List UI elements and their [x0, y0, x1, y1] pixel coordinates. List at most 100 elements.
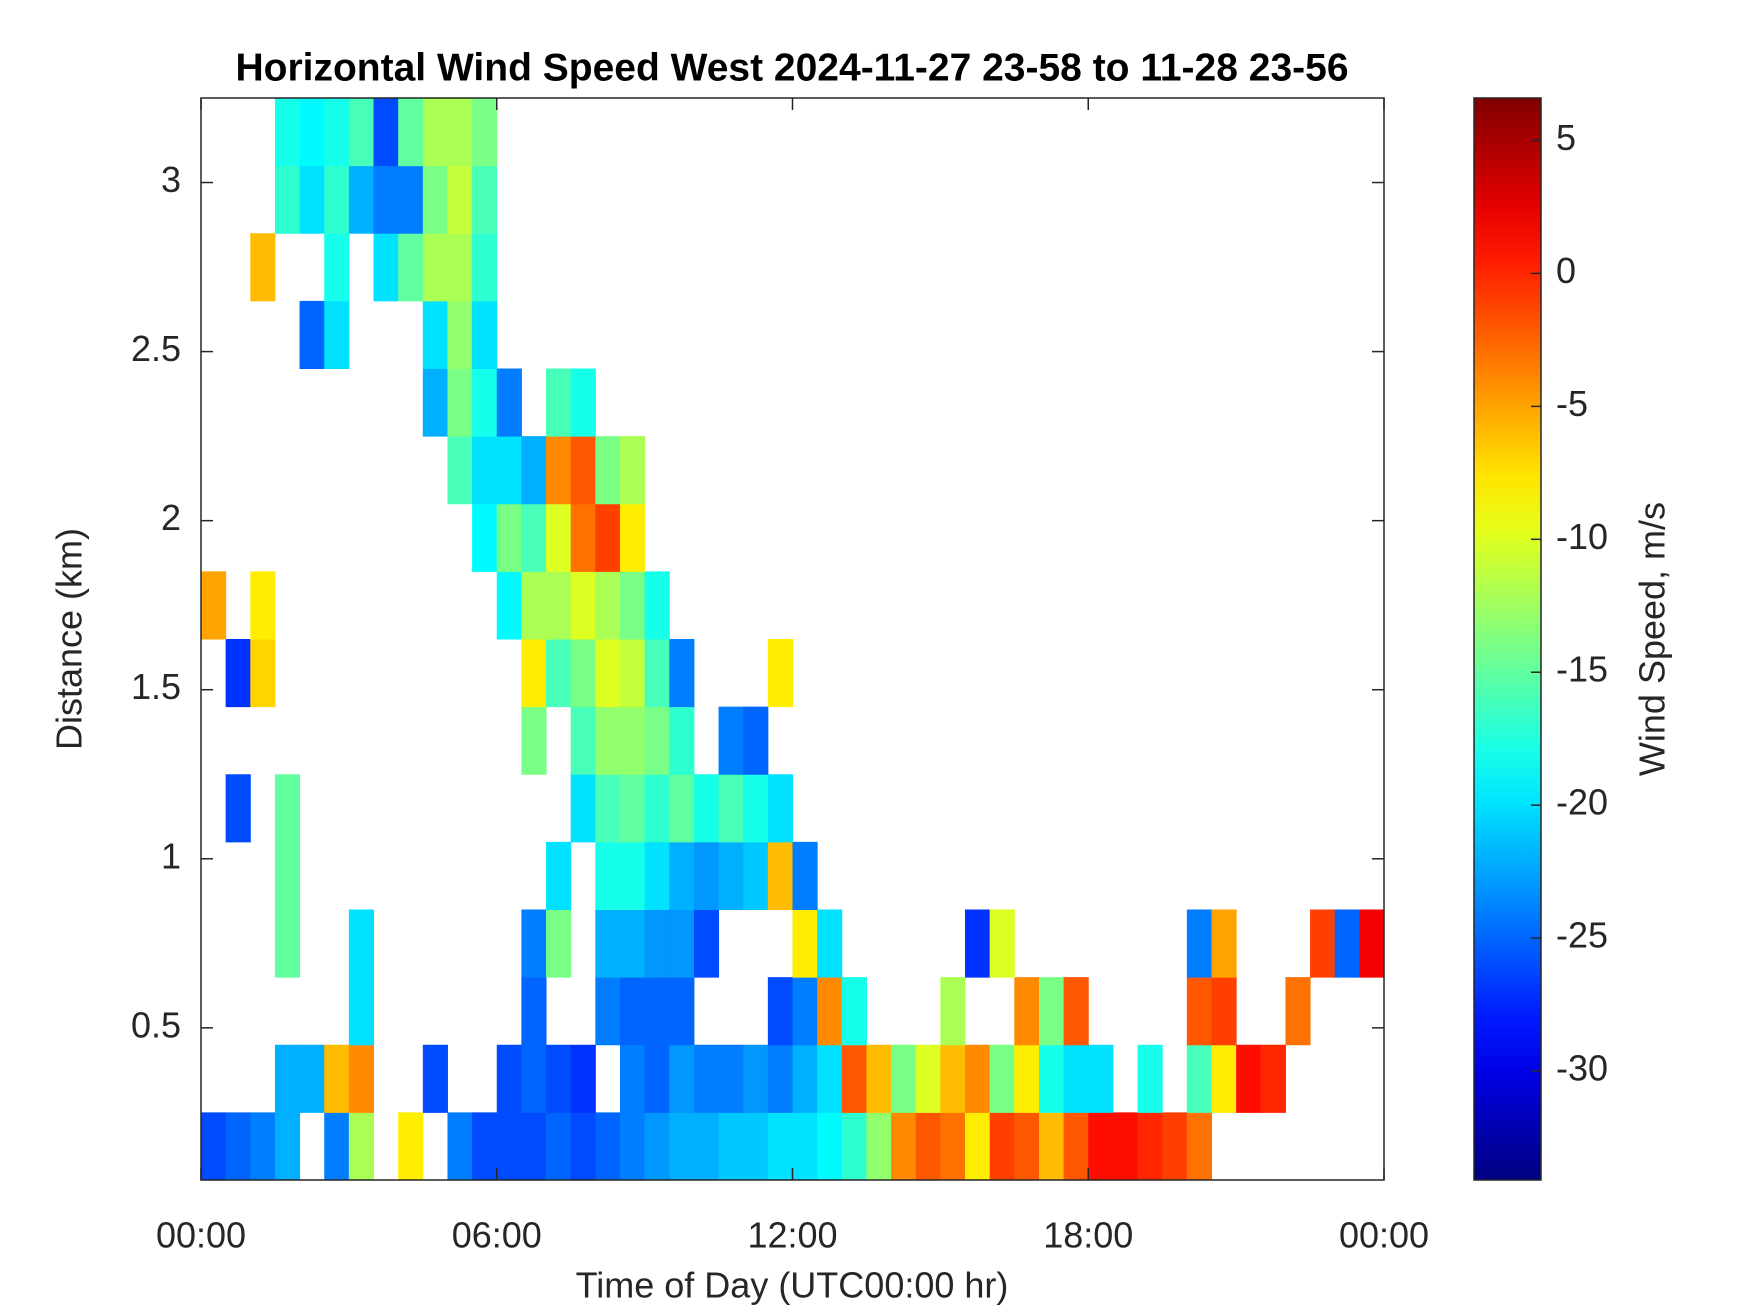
heatmap-cell [1359, 909, 1385, 978]
heatmap-cell [619, 1112, 646, 1181]
heatmap-cell [274, 1112, 301, 1181]
heatmap-cell [841, 1112, 867, 1181]
heatmap-cell [891, 1112, 917, 1181]
heatmap-cell [743, 1044, 769, 1113]
y-tick-label: 1 [161, 835, 181, 876]
heatmap-cell [570, 1112, 596, 1181]
heatmap-cell [1211, 909, 1237, 978]
heatmap-cell [299, 165, 325, 234]
heatmap-cell [619, 706, 646, 775]
heatmap-cell [767, 774, 793, 843]
heatmap-cell [693, 774, 720, 843]
heatmap-cell [546, 571, 572, 640]
heatmap-cell [595, 571, 621, 640]
heatmap-cell [595, 639, 621, 708]
heatmap-cell [767, 1044, 793, 1113]
heatmap-cell [299, 1044, 325, 1113]
heatmap-cell [348, 977, 375, 1046]
heatmap-cell [940, 977, 966, 1046]
heatmap-cell [521, 1112, 547, 1181]
heatmap-cell [595, 841, 621, 910]
heatmap-cell [472, 1112, 498, 1181]
heatmap-cell [767, 977, 793, 1046]
x-tick-label: 00:00 [1339, 1215, 1429, 1256]
heatmap-cell [965, 1112, 991, 1181]
heatmap-cell [915, 1044, 941, 1113]
heatmap-cell [693, 909, 720, 978]
heatmap-cell [817, 1112, 843, 1181]
heatmap-cell [915, 1112, 941, 1181]
heatmap-cell [644, 1112, 670, 1181]
heatmap-cell [644, 1044, 670, 1113]
heatmap-cell [496, 1044, 522, 1113]
heatmap-cell [472, 368, 498, 437]
heatmap-cell [866, 1044, 892, 1113]
heatmap-cell [398, 233, 424, 302]
heatmap-cell [472, 503, 498, 572]
heatmap-cell [1310, 909, 1336, 978]
heatmap-cell [693, 1112, 720, 1181]
heatmap-cell [644, 977, 670, 1046]
colorbar-tick-label: -5 [1556, 383, 1588, 424]
heatmap-cell [201, 1112, 227, 1181]
heatmap-cell [792, 1044, 818, 1113]
heatmap-cell [472, 233, 498, 302]
heatmap-cell [472, 300, 498, 369]
heatmap-cell [447, 368, 473, 437]
heatmap-cell [1088, 1112, 1114, 1181]
heatmap-cell [743, 774, 769, 843]
heatmap-cell [841, 1044, 867, 1113]
heatmap-cell [989, 1112, 1015, 1181]
heatmap-cell [546, 909, 572, 978]
y-tick-label: 1.5 [131, 666, 181, 707]
heatmap-cell [1063, 1112, 1089, 1181]
heatmap-cell [274, 1044, 301, 1113]
colorbar-tick-label: -10 [1556, 516, 1608, 557]
heatmap-cell [1063, 1044, 1089, 1113]
heatmap-cell [718, 1044, 744, 1113]
heatmap-cell [743, 706, 769, 775]
heatmap-cell [817, 1044, 843, 1113]
heatmap-cell [472, 165, 498, 234]
heatmap-cell [1038, 1044, 1065, 1113]
heatmap-cell [373, 233, 399, 302]
heatmap-cell [619, 909, 646, 978]
heatmap-cell [1211, 977, 1237, 1046]
heatmap-cell [324, 233, 350, 302]
heatmap-cell [1186, 977, 1212, 1046]
heatmap-cell [1285, 977, 1311, 1046]
heatmap-cell [521, 639, 547, 708]
heatmap-cell [447, 436, 473, 505]
heatmap-cell [472, 436, 498, 505]
heatmap-cell [274, 909, 301, 978]
heatmap-cell [570, 1044, 596, 1113]
heatmap-cell [1014, 1112, 1040, 1181]
heatmap-cell [201, 571, 227, 640]
y-tick-label: 2 [161, 497, 181, 538]
colorbar-tick-label: -25 [1556, 915, 1608, 956]
heatmap-cell [619, 841, 646, 910]
heatmap-cell [521, 977, 547, 1046]
heatmap-cell [767, 841, 793, 910]
colorbar-tick-label: -20 [1556, 782, 1608, 823]
heatmap-cell [669, 909, 695, 978]
colorbar-tick-label: -30 [1556, 1048, 1608, 1089]
heatmap-cell [940, 1112, 966, 1181]
heatmap-cell [546, 841, 572, 910]
heatmap-cell [324, 1112, 350, 1181]
heatmap-cell [743, 1112, 769, 1181]
heatmap-cell [669, 841, 695, 910]
heatmap-cell [595, 909, 621, 978]
heatmap-cell [644, 774, 670, 843]
heatmap-cell [447, 300, 473, 369]
heatmap-cell [619, 639, 646, 708]
heatmap-cell [1014, 977, 1040, 1046]
heatmap-cell [989, 1044, 1015, 1113]
heatmap-cell [1112, 1112, 1139, 1181]
heatmap-cell [546, 368, 572, 437]
heatmap-cell [324, 300, 350, 369]
heatmap-cell [546, 436, 572, 505]
heatmap-cell [570, 639, 596, 708]
heatmap-cell [546, 639, 572, 708]
heatmap-cell [767, 1112, 793, 1181]
